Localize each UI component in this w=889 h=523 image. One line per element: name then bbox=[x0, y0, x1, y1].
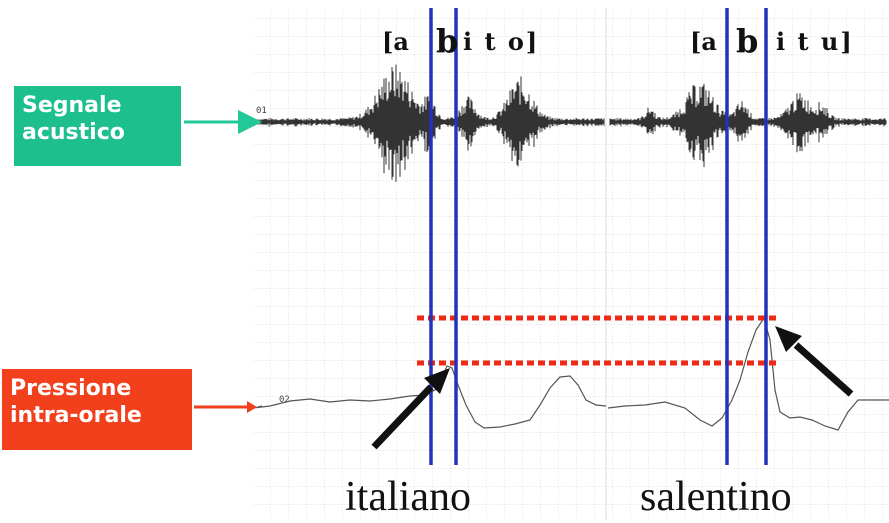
transcription-salentino-rest: i t u] bbox=[776, 27, 854, 56]
signal-label-line1: Segnale bbox=[22, 93, 122, 118]
pressure-lead bbox=[257, 405, 263, 408]
channel-tag-2: 02 bbox=[279, 395, 290, 405]
waveform-samples bbox=[609, 83, 887, 167]
arrow-italiano bbox=[371, 368, 450, 450]
pressure-label-line2: intra-orale bbox=[10, 403, 142, 428]
word-salentino: salentino bbox=[640, 474, 792, 520]
grid-right bbox=[608, 8, 889, 520]
signal-label: Segnale acustico bbox=[14, 86, 181, 166]
transcription-salentino-b: b bbox=[736, 22, 758, 60]
channel-tag-1: 01 bbox=[256, 106, 267, 116]
transcription-italiano-open: [a bbox=[382, 27, 409, 56]
signal-label-line2: acustico bbox=[22, 120, 125, 145]
pressure-arrow-head bbox=[247, 401, 257, 413]
acoustic-waveform-salentino bbox=[609, 83, 887, 167]
transcription-salentino-open: [a bbox=[690, 27, 717, 56]
pressure-label: Pressione intra-orale bbox=[2, 369, 192, 450]
pressure-label-line1: Pressione bbox=[10, 376, 132, 401]
arrow-salentino bbox=[775, 326, 854, 397]
transcription-italiano-rest: i t o] bbox=[463, 27, 539, 56]
transcription-italiano-b: b bbox=[436, 22, 458, 60]
word-italiano: italiano bbox=[345, 474, 471, 520]
pressure-trace-italiano bbox=[252, 365, 607, 429]
